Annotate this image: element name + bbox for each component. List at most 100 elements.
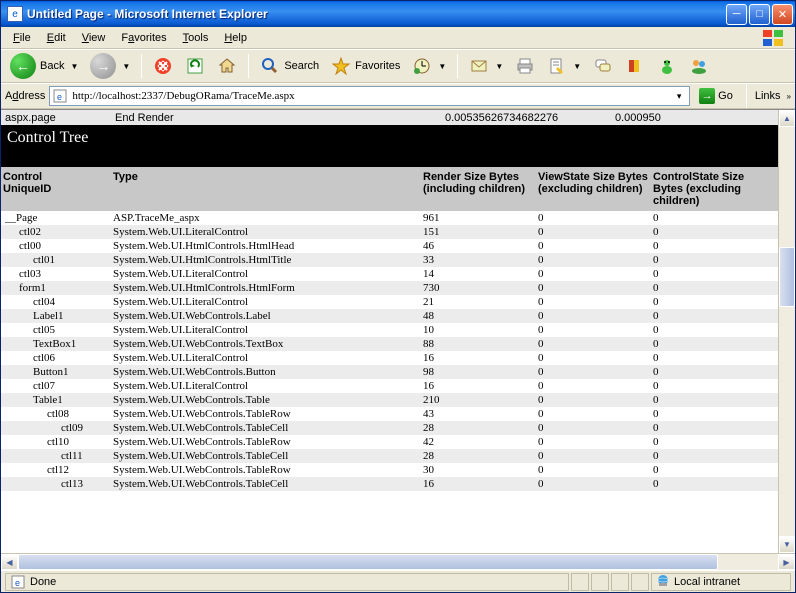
search-icon: [260, 56, 280, 76]
table-row: ctl02System.Web.UI.LiteralControl15100: [1, 225, 778, 239]
go-button[interactable]: → Go: [694, 86, 738, 106]
cell-render: 46: [421, 240, 536, 252]
go-icon: →: [699, 88, 715, 104]
trace-top-row: aspx.pageEnd Render0.005356267346822760.…: [1, 110, 778, 125]
minimize-button[interactable]: ─: [726, 4, 747, 25]
cell-id: ctl04: [1, 296, 111, 308]
cell: 0.000950: [615, 112, 774, 124]
cell-vs: 0: [536, 254, 651, 266]
window-title: Untitled Page - Microsoft Internet Explo…: [27, 7, 724, 21]
content-area: aspx.pageEnd Render0.005356267346822760.…: [1, 109, 795, 553]
address-box: e ▾: [49, 86, 690, 106]
forward-button[interactable]: → ▼: [85, 52, 135, 80]
edit-button[interactable]: ▼: [542, 52, 586, 80]
table-row: Table1System.Web.UI.WebControls.Table210…: [1, 393, 778, 407]
cell-render: 42: [421, 436, 536, 448]
scroll-up-button[interactable]: ▲: [779, 110, 795, 127]
menu-edit[interactable]: Edit: [39, 30, 74, 46]
cell-vs: 0: [536, 268, 651, 280]
cell-render: 30: [421, 464, 536, 476]
menu-tools[interactable]: Tools: [175, 30, 217, 46]
menu-file[interactable]: File: [5, 30, 39, 46]
cell-id: ctl03: [1, 268, 111, 280]
cell-cs: 0: [651, 478, 766, 490]
address-label: Address: [5, 90, 45, 102]
discuss-icon: [593, 56, 613, 76]
cell-cs: 0: [651, 436, 766, 448]
scroll-left-button[interactable]: ◀: [1, 554, 18, 570]
scroll-track[interactable]: [779, 127, 795, 536]
menu-favorites[interactable]: Favorites: [113, 30, 174, 46]
cell-type: System.Web.UI.WebControls.TableCell: [111, 478, 421, 490]
table-row: ctl03System.Web.UI.LiteralControl1400: [1, 267, 778, 281]
home-button[interactable]: [212, 52, 242, 80]
cell-type: System.Web.UI.WebControls.Label: [111, 310, 421, 322]
search-button[interactable]: Search: [255, 52, 324, 80]
cell-cs: 0: [651, 422, 766, 434]
cell-cs: 0: [651, 282, 766, 294]
menu-help[interactable]: Help: [216, 30, 255, 46]
cell-render: 16: [421, 352, 536, 364]
cell-id: Table1: [1, 394, 111, 406]
stop-button[interactable]: [148, 52, 178, 80]
hscroll-track[interactable]: [18, 554, 778, 570]
scroll-thumb[interactable]: [779, 247, 795, 307]
cell-cs: 0: [651, 212, 766, 224]
scroll-right-button[interactable]: ▶: [778, 554, 795, 570]
refresh-button[interactable]: [180, 52, 210, 80]
close-button[interactable]: ✕: [772, 4, 793, 25]
back-button[interactable]: ← Back ▼: [5, 52, 83, 80]
address-dropdown[interactable]: ▾: [671, 91, 687, 102]
hscroll-thumb[interactable]: [18, 554, 718, 570]
cell-id: ctl05: [1, 324, 111, 336]
research-button[interactable]: [620, 52, 650, 80]
cell-render: 33: [421, 254, 536, 266]
table-row: ctl04System.Web.UI.LiteralControl2100: [1, 295, 778, 309]
cell-type: ASP.TraceMe_aspx: [111, 212, 421, 224]
toolbar: ← Back ▼ → ▼ Search Favorites ▼ ▼ ▼: [1, 49, 795, 83]
cell-type: System.Web.UI.WebControls.TableCell: [111, 422, 421, 434]
print-button[interactable]: [510, 52, 540, 80]
scroll-down-button[interactable]: ▼: [779, 536, 795, 553]
links-label[interactable]: Links: [755, 90, 781, 102]
col-uniqueid: ControlUniqueID: [1, 167, 111, 211]
table-row: ctl00System.Web.UI.HtmlControls.HtmlHead…: [1, 239, 778, 253]
favorites-button[interactable]: Favorites: [326, 52, 405, 80]
cell-render: 961: [421, 212, 536, 224]
cell-id: ctl11: [1, 450, 111, 462]
extra-button[interactable]: [684, 52, 714, 80]
menu-view[interactable]: View: [74, 30, 114, 46]
separator: [248, 54, 249, 78]
col-controlstate: ControlState Size Bytes (excluding child…: [651, 167, 766, 211]
chevron-right-icon: »: [787, 92, 791, 101]
cell-cs: 0: [651, 450, 766, 462]
cell-vs: 0: [536, 422, 651, 434]
column-headers: ControlUniqueID Type Render Size Bytes (…: [1, 167, 778, 211]
cell-id: ctl13: [1, 478, 111, 490]
stop-icon: [153, 56, 173, 76]
discuss-button[interactable]: [588, 52, 618, 80]
vertical-scrollbar[interactable]: ▲ ▼: [778, 110, 795, 553]
col-viewstate: ViewState Size Bytes (excluding children…: [536, 167, 651, 211]
cell-vs: 0: [536, 380, 651, 392]
address-input[interactable]: [72, 90, 671, 102]
edit-icon: [547, 56, 567, 76]
cell-cs: 0: [651, 352, 766, 364]
history-button[interactable]: ▼: [407, 52, 451, 80]
cell-vs: 0: [536, 352, 651, 364]
mail-button[interactable]: ▼: [464, 52, 508, 80]
chevron-down-icon: ▼: [70, 62, 78, 71]
mail-icon: [469, 56, 489, 76]
maximize-button[interactable]: □: [749, 4, 770, 25]
table-row: ctl01System.Web.UI.HtmlControls.HtmlTitl…: [1, 253, 778, 267]
horizontal-scrollbar[interactable]: ◀ ▶: [1, 553, 795, 570]
separator: [746, 84, 747, 108]
cell-cs: 0: [651, 408, 766, 420]
cell-type: System.Web.UI.LiteralControl: [111, 296, 421, 308]
cell-render: 730: [421, 282, 536, 294]
people-icon: [689, 56, 709, 76]
cell-render: 14: [421, 268, 536, 280]
messenger-button[interactable]: [652, 52, 682, 80]
separator: [457, 54, 458, 78]
cell-id: __Page: [1, 212, 111, 224]
